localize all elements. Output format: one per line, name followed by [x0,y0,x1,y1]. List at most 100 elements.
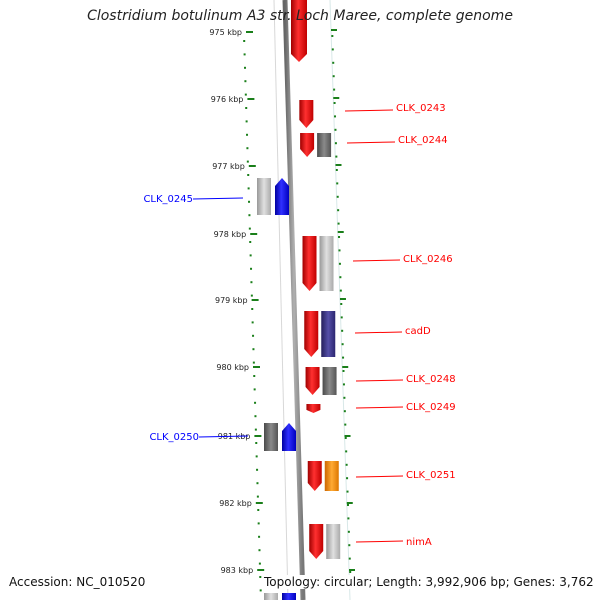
minor-tick-right [334,128,337,131]
minor-tick-right [338,262,341,265]
accession-text: Accession: NC_010520 [9,575,146,589]
minor-tick-left [243,40,246,42]
gene-arrow-reverse [275,178,289,215]
minor-tick-left [244,93,247,96]
minor-tick-left [248,200,251,203]
minor-tick-left [255,442,258,444]
minor-tick-left [250,267,253,270]
gene-arrow-forward [291,0,307,62]
feature-layer [257,0,341,600]
minor-tick-right [342,370,345,372]
gene-label[interactable]: CLK_0251 [406,470,456,481]
minor-tick-right [340,303,343,305]
minor-tick-right [334,115,337,118]
gene-arrow-forward [300,133,315,157]
leader-line [355,406,404,409]
leader-line [355,540,404,543]
minor-tick-left [251,308,254,310]
minor-tick-left [249,254,252,257]
gene-label[interactable]: CLK_0244 [398,135,448,146]
minor-tick-right [338,236,341,238]
minor-tick-right [347,530,350,533]
gene-arrow-forward [304,311,319,357]
minor-tick-right [343,396,346,399]
minor-tick-left [259,589,262,592]
minor-tick-right [341,329,344,332]
minor-tick-right [331,35,334,37]
minor-tick-right [343,410,346,413]
minor-tick-right [335,169,338,171]
gene-label[interactable]: CLK_0248 [406,374,456,385]
cog-box [264,423,278,451]
tick-label: 975 kbp [209,28,242,37]
minor-tick-left [243,53,246,56]
minor-tick-left [250,294,253,297]
gene-arrow-forward [305,367,320,395]
gene-label[interactable]: nimA [406,537,432,548]
minor-tick-left [254,428,257,431]
minor-tick-left [247,187,250,190]
cog-box [324,461,339,491]
minor-tick-left [254,415,257,418]
minor-tick-left [257,509,260,511]
minor-tick-left [248,214,251,217]
tick-layer: 975 kbp 976 kbp 977 kbp 978 kbp 979 kbp 980 k… [209,28,355,592]
minor-tick-left [257,522,260,525]
minor-tick-right [342,356,345,359]
minor-tick-right [344,437,347,439]
minor-tick-right [333,102,336,104]
minor-tick-left [255,455,258,458]
minor-tick-left [256,468,259,471]
minor-tick-right [335,155,338,158]
minor-tick-right [340,316,343,319]
gene-arrow-reverse [282,593,296,600]
minor-tick-right [341,343,344,346]
minor-tick-left [252,334,255,337]
tick-label: 977 kbp [212,162,245,171]
leader-line [198,435,249,438]
leader-line [192,197,244,200]
minor-tick-left [244,66,247,69]
minor-tick-right [344,423,347,426]
label-layer: CLK_0243 CLK_0244 CLK_0245 CLK_0246 cadD CLK_… [143,103,455,548]
minor-tick-right [333,88,336,91]
minor-tick-right [346,490,349,493]
tick-label: 982 kbp [219,499,252,508]
leader-line [355,379,404,382]
gene-label[interactable]: CLK_0243 [396,103,446,114]
minor-tick-right [342,383,345,386]
minor-tick-right [348,544,351,547]
gene-arrow-reverse [282,423,296,451]
gene-label[interactable]: CLK_0246 [403,254,453,265]
minor-tick-left [250,281,253,284]
gene-arrow-forward [309,524,324,559]
cog-box [317,133,332,157]
minor-tick-left [252,348,255,351]
leader-line [355,475,404,478]
leader-line [352,259,401,262]
gene-arrow-forward [299,100,314,128]
minor-tick-right [331,48,334,51]
tick-label: 980 kbp [216,363,249,372]
inner-ring-guide [273,0,289,600]
leader-line [344,109,394,112]
gene-label[interactable]: CLK_0250 [149,432,199,443]
minor-tick-left [256,495,259,498]
gene-label[interactable]: cadD [405,326,431,337]
genome-stats-text: Topology: circular; Length: 3,992,906 bp… [262,575,594,589]
minor-tick-right [339,289,342,292]
cog-box [319,236,334,291]
gene-label[interactable]: CLK_0249 [406,402,456,413]
minor-tick-left [245,107,248,109]
gene-arrow-forward [307,461,322,491]
minor-tick-right [332,75,335,78]
minor-tick-right [345,463,348,466]
minor-tick-left [258,549,261,552]
minor-tick-left [247,174,250,176]
minor-tick-left [253,388,256,391]
gene-label[interactable]: CLK_0245 [143,194,193,205]
minor-tick-left [249,241,252,243]
minor-tick-right [337,209,340,212]
minor-tick-left [244,80,247,83]
